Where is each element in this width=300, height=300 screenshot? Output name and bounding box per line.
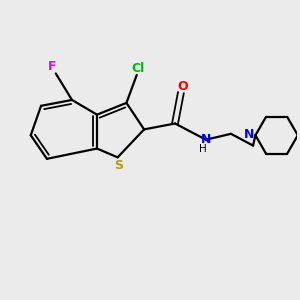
Text: S: S bbox=[114, 159, 123, 172]
Text: H: H bbox=[199, 144, 207, 154]
Text: F: F bbox=[48, 61, 56, 74]
Text: Cl: Cl bbox=[132, 62, 145, 75]
Text: O: O bbox=[177, 80, 188, 93]
Text: N: N bbox=[244, 128, 254, 141]
Text: N: N bbox=[201, 133, 211, 146]
